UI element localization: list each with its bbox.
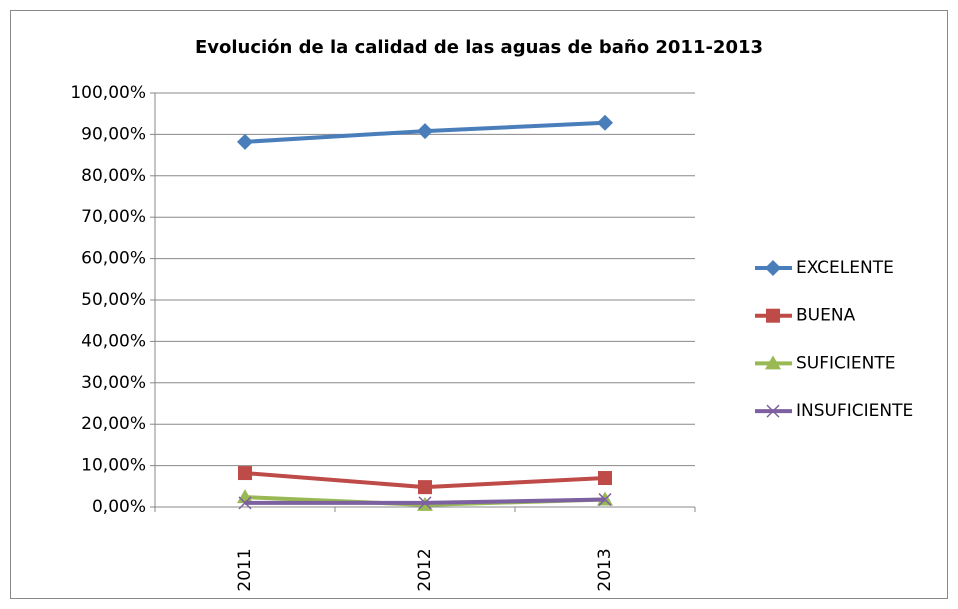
y-tick-label: 10,00% (81, 456, 146, 476)
marker (417, 123, 433, 140)
y-tick-label: 60,00% (81, 249, 146, 269)
legend-label: EXCELENTE (796, 258, 894, 278)
x-tick-label: 2011 (235, 548, 255, 591)
y-tick-label: 100,00% (70, 83, 146, 103)
y-tick-label: 40,00% (81, 331, 146, 351)
marker (766, 404, 780, 418)
y-tick-label: 20,00% (81, 414, 146, 434)
marker (598, 493, 612, 507)
y-tick-label: 80,00% (81, 166, 146, 186)
marker (238, 496, 252, 510)
marker (418, 480, 432, 495)
y-tick-label: 90,00% (81, 124, 146, 144)
chart-border (10, 10, 948, 599)
marker (766, 308, 780, 323)
marker (765, 355, 781, 370)
legend-label: BUENA (796, 306, 856, 326)
chart-title: Evolución de la calidad de las aguas de … (195, 37, 763, 58)
x-tick-label: 2012 (415, 548, 435, 591)
y-tick-label: 0,00% (92, 497, 146, 517)
marker (237, 133, 253, 150)
x-tick-label: 2013 (595, 548, 615, 591)
legend-label: SUFICIENTE (796, 353, 896, 373)
legend-label: INSUFICIENTE (796, 401, 913, 421)
marker (765, 260, 781, 276)
marker (597, 114, 613, 131)
y-tick-label: 50,00% (81, 290, 146, 310)
marker (598, 471, 612, 486)
marker (238, 466, 252, 481)
y-tick-label: 70,00% (81, 207, 146, 227)
marker (418, 496, 432, 510)
y-tick-label: 30,00% (81, 373, 146, 393)
